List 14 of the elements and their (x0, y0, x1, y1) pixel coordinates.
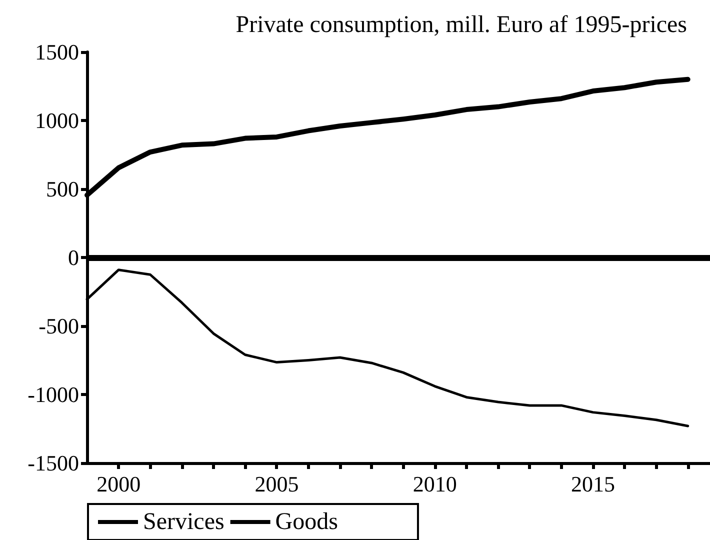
legend-label: Services (143, 509, 224, 535)
y-tick-label: -1000 (28, 382, 79, 407)
y-tick-label: 500 (46, 176, 79, 202)
x-tick-label: 2015 (570, 472, 615, 496)
y-tick-label: -500 (38, 314, 79, 338)
y-tick-label: 1500 (35, 40, 79, 64)
y-tick-label: 1000 (35, 108, 79, 133)
y-tick-label: 0 (68, 245, 79, 270)
x-tick-label: 2000 (96, 472, 141, 496)
x-tick-label: 2010 (412, 472, 457, 496)
y-tick-label: -1500 (28, 450, 79, 476)
x-tick-label: 2005 (254, 472, 299, 496)
legend-label: Goods (275, 509, 338, 535)
chart-title: Private consumption, mill. Euro af 1995-prices (236, 12, 688, 38)
